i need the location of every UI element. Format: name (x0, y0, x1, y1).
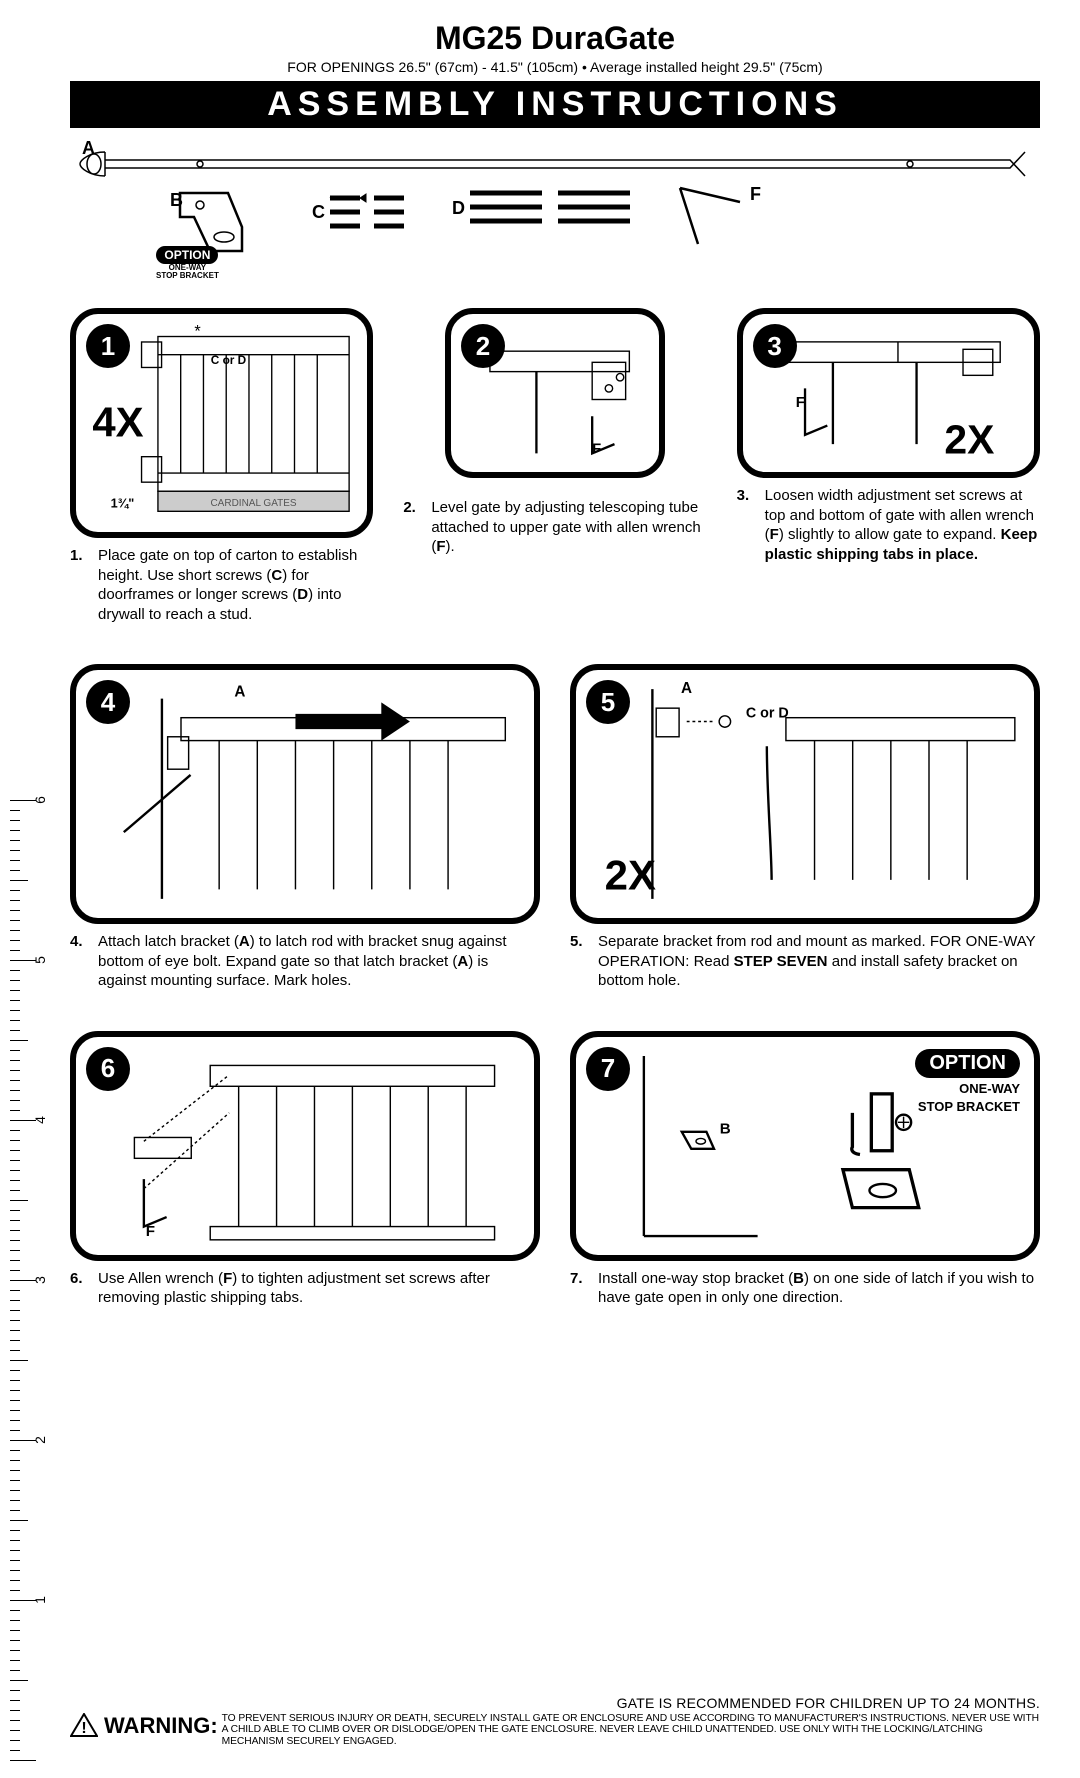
step-6-num: 6 (86, 1047, 130, 1091)
ruler-number: 3 (32, 1276, 48, 1284)
part-c-label: C (312, 202, 325, 223)
step-1-mult: 4X (92, 399, 143, 446)
warning-text: TO PREVENT SERIOUS INJURY OR DEATH, SECU… (222, 1713, 1040, 1748)
part-f-diagram (680, 188, 740, 244)
step-7-caption: 7. Install one-way stop bracket (B) on o… (570, 1269, 1040, 1308)
step-5-cd: C or D (746, 706, 789, 722)
step-2-f: F (592, 441, 601, 457)
part-c-diagram (330, 194, 404, 226)
step-6-panel: 6 (70, 1031, 540, 1261)
step-3-mult: 2X (944, 416, 994, 462)
caption-num: 4. (70, 932, 88, 991)
part-b-option: OPTION ONE-WAY STOP BRACKET (156, 246, 219, 280)
part-d-label: D (452, 198, 465, 219)
step-3-f: F (795, 395, 804, 411)
step-7-panel: 7 OPTION ONE-WAY STOP BRACKET (570, 1031, 1040, 1261)
caption-num: 7. (570, 1269, 588, 1308)
recommendation-line: GATE IS RECOMMENDED FOR CHILDREN UP TO 2… (70, 1695, 1040, 1711)
caption-body: Separate bracket from rod and mount as m… (598, 932, 1040, 991)
caption-body: Use Allen wrench (F) to tighten adjustme… (98, 1269, 540, 1308)
side-ruler: 1 2 3 4 5 6 (10, 760, 60, 1760)
step-2-num: 2 (461, 324, 505, 368)
option-badge: OPTION ONE-WAY STOP BRACKET (915, 1049, 1020, 1115)
caption-body: Loosen width adjustment set screws at to… (765, 486, 1040, 564)
step-1-dim: 1¾" (111, 496, 135, 511)
caption-body: Level gate by adjusting telescoping tube… (431, 498, 706, 557)
part-a-diagram (80, 152, 1025, 176)
caption-body: Install one-way stop bracket (B) on one … (598, 1269, 1040, 1308)
step-3-caption: 3. Loosen width adjustment set screws at… (737, 486, 1040, 564)
step-5-a: A (681, 680, 692, 697)
caption-num: 6. (70, 1269, 88, 1308)
step-1-cd: C or D (211, 353, 247, 367)
svg-text:*: * (194, 323, 201, 341)
part-d-diagram (470, 193, 630, 221)
step-3: 3 F 2X 3. Loosen width adjustment set sc… (737, 308, 1040, 624)
warning-block: GATE IS RECOMMENDED FOR CHILDREN UP TO 2… (70, 1695, 1040, 1748)
step-4-panel: 4 (70, 664, 540, 924)
steps-row-2: 4 (70, 664, 1040, 991)
step-1-num: 1 (86, 324, 130, 368)
step-5-mult: 2X (605, 851, 656, 898)
step-4-caption: 4. Attach latch bracket (A) to latch rod… (70, 932, 540, 991)
caption-num: 1. (70, 546, 88, 624)
product-title: MG25 DuraGate (70, 20, 1040, 57)
brand-text: CARDINAL GATES (210, 498, 296, 509)
svg-text:!: ! (81, 1720, 86, 1737)
part-b-label: B (170, 190, 183, 211)
step-1-panel: 1 (70, 308, 373, 538)
step-2-panel: 2 F (445, 308, 665, 478)
step-6-caption: 6. Use Allen wrench (F) to tighten adjus… (70, 1269, 540, 1308)
subtitle: FOR OPENINGS 26.5" (67cm) - 41.5" (105cm… (70, 59, 1040, 75)
ruler-number: 4 (32, 1116, 48, 1124)
part-a-label: A (82, 138, 95, 159)
step-7: 7 OPTION ONE-WAY STOP BRACKET (570, 1031, 1040, 1308)
warning-row: ! WARNING: TO PREVENT SERIOUS INJURY OR … (70, 1713, 1040, 1748)
warning-triangle-icon: ! (70, 1713, 98, 1737)
step-1-caption: 1. Place gate on top of carton to establ… (70, 546, 373, 624)
step-6: 6 (70, 1031, 540, 1308)
step-5-num: 5 (586, 680, 630, 724)
header: MG25 DuraGate FOR OPENINGS 26.5" (67cm) … (70, 20, 1040, 75)
option-pill-7: OPTION (915, 1049, 1020, 1078)
step-4-a: A (234, 684, 245, 701)
step-1: 1 (70, 308, 373, 624)
ruler-number: 5 (32, 956, 48, 964)
ruler-number: 1 (32, 1596, 48, 1604)
step-7-num: 7 (586, 1047, 630, 1091)
step-2: 2 F 2. Level gate by adjusting telescopi… (403, 308, 706, 624)
caption-num: 5. (570, 932, 588, 991)
step-3-num: 3 (753, 324, 797, 368)
warning-label: WARNING: (104, 1713, 218, 1739)
option-caption-2: STOP BRACKET (156, 272, 219, 280)
parts-diagram: A B OPTION ONE-WAY STOP BRACKET C D F (70, 138, 1040, 288)
caption-body: Attach latch bracket (A) to latch rod wi… (98, 932, 540, 991)
step-5-caption: 5. Separate bracket from rod and mount a… (570, 932, 1040, 991)
option-sub-2: STOP BRACKET (915, 1100, 1020, 1114)
caption-num: 2. (403, 498, 421, 557)
option-pill: OPTION (156, 246, 218, 264)
step-3-panel: 3 F 2X (737, 308, 1040, 478)
step-7-b: B (720, 1120, 731, 1137)
step-4-num: 4 (86, 680, 130, 724)
caption-num: 3. (737, 486, 755, 564)
option-sub-1: ONE-WAY (915, 1082, 1020, 1096)
step-5: 5 A C (570, 664, 1040, 991)
part-b-diagram (180, 193, 242, 251)
step-6-f: F (146, 1223, 155, 1240)
part-f-label: F (750, 184, 761, 205)
step-2-caption: 2. Level gate by adjusting telescoping t… (403, 498, 706, 557)
steps-row-3: 6 (70, 1031, 1040, 1308)
steps-row-1: 1 (70, 308, 1040, 624)
ruler-number: 6 (32, 796, 48, 804)
caption-body: Place gate on top of carton to establish… (98, 546, 373, 624)
step-4: 4 (70, 664, 540, 991)
assembly-banner: ASSEMBLY INSTRUCTIONS (70, 81, 1040, 128)
step-5-panel: 5 A C (570, 664, 1040, 924)
ruler-number: 2 (32, 1436, 48, 1444)
